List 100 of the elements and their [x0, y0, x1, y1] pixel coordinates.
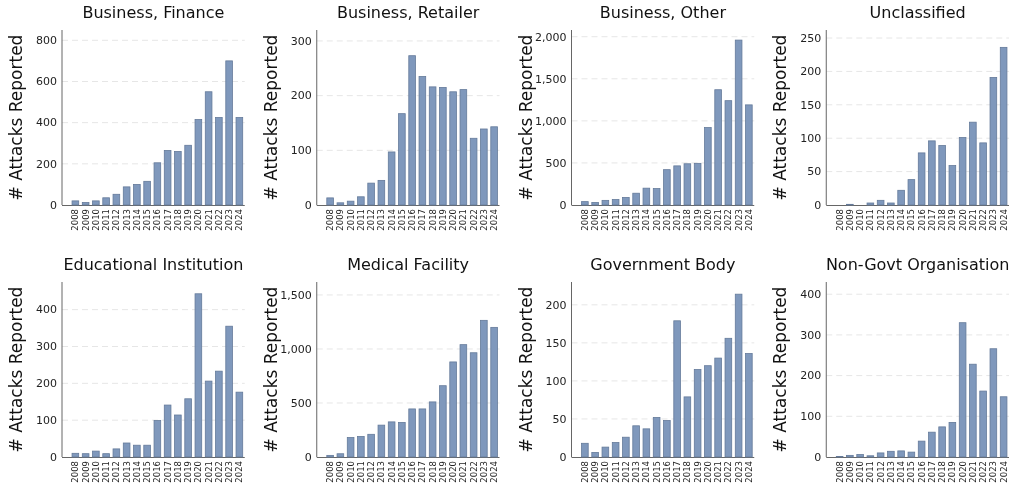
x-tick-label: 2017 [672, 209, 683, 231]
bar [673, 320, 681, 458]
x-tick-label: 2009 [335, 461, 346, 483]
bar [418, 408, 427, 458]
x-tick-label: 2008 [325, 461, 336, 483]
bar [917, 440, 926, 458]
x-tick-label: 2008 [834, 461, 845, 483]
x-tick-label: 2016 [152, 461, 163, 483]
x-tick-label: 2013 [376, 209, 387, 231]
y-tick-label: 300 [36, 340, 57, 354]
y-tick-label: 300 [290, 34, 312, 48]
bar [591, 202, 599, 206]
x-tick-label: 2014 [386, 461, 397, 483]
bar [71, 200, 80, 206]
bar [469, 137, 478, 206]
bar [652, 188, 661, 206]
x-tick-label: 2010 [600, 461, 611, 483]
bar [663, 169, 671, 206]
x-tick-label: 2016 [916, 461, 927, 483]
x-tick-label: 2018 [682, 461, 693, 483]
x-tick-label: 2016 [661, 209, 672, 231]
bar [591, 452, 599, 458]
x-tick-label: 2021 [967, 461, 978, 483]
y-tick-label: 250 [800, 31, 822, 45]
bar [194, 119, 203, 206]
x-tick-label: 2021 [967, 209, 978, 231]
bar [673, 165, 681, 206]
bar [948, 165, 957, 206]
y-tick-label: 200 [545, 298, 567, 312]
x-tick-label: 2018 [682, 209, 693, 231]
y-tick-label: 500 [545, 156, 567, 170]
bar [714, 89, 722, 206]
bar [71, 452, 80, 458]
y-tick-label: 150 [800, 98, 822, 112]
x-tick-label: 2009 [80, 461, 91, 483]
x-tick-label: 2018 [427, 461, 438, 483]
x-tick-label: 2014 [896, 461, 907, 483]
x-tick-label: 2021 [203, 461, 214, 483]
bar [989, 348, 998, 458]
x-tick-label: 2009 [335, 209, 346, 231]
bar [163, 150, 172, 206]
x-tick-label: 2022 [978, 461, 989, 483]
x-tick-label: 2011 [355, 461, 366, 483]
x-tick-label: 2020 [957, 461, 968, 483]
x-tick-label: 2024 [489, 209, 500, 231]
bar [622, 197, 630, 206]
bar [601, 446, 610, 458]
x-tick-label: 2019 [437, 209, 448, 231]
chart-title: Business, Finance [82, 3, 225, 22]
bar [367, 182, 375, 206]
y-tick-label: 1,500 [535, 72, 567, 86]
x-tick-label: 2015 [906, 209, 917, 231]
bar [724, 100, 733, 206]
x-tick-label: 2012 [366, 461, 377, 483]
x-tick-label: 2016 [407, 209, 418, 231]
bar [163, 404, 172, 458]
x-tick-label: 2023 [224, 461, 235, 483]
x-tick-label: 2020 [957, 209, 968, 231]
y-tick-label: 400 [800, 288, 822, 302]
x-tick-label: 2012 [620, 209, 631, 231]
bar [449, 361, 457, 458]
x-tick-label: 2020 [702, 209, 713, 231]
bar [632, 425, 640, 458]
x-tick-label: 2024 [998, 209, 1009, 231]
chart-title: Educational Institution [63, 255, 244, 274]
bar [979, 142, 987, 206]
y-tick-label: 100 [545, 374, 567, 388]
bar [92, 450, 100, 458]
x-tick-label: 2024 [234, 461, 245, 483]
bar [225, 60, 233, 206]
bar [979, 390, 987, 458]
x-tick-label: 2015 [396, 209, 407, 231]
x-tick-label: 2013 [121, 461, 132, 483]
chart-title: Medical Facility [347, 255, 470, 274]
bar [174, 414, 182, 458]
bar [480, 128, 488, 206]
bar [917, 152, 926, 206]
bar [724, 337, 733, 458]
x-tick-label: 2011 [101, 461, 112, 483]
x-tick-label: 2017 [417, 461, 428, 483]
x-tick-label: 2015 [906, 461, 917, 483]
x-tick-label: 2021 [458, 209, 469, 231]
bar [102, 453, 110, 458]
bar [622, 436, 630, 458]
bar [969, 363, 977, 458]
y-tick-label: 0 [814, 198, 822, 212]
y-tick-label: 0 [304, 198, 312, 212]
y-axis-title: # Attacks Reported [6, 34, 26, 201]
x-tick-label: 2010 [345, 209, 356, 231]
x-tick-label: 2022 [213, 461, 224, 483]
bar [876, 199, 885, 206]
x-tick-label: 2019 [183, 461, 194, 483]
x-tick-label: 2009 [844, 461, 855, 483]
y-axis-title: # Attacks Reported [515, 34, 536, 201]
x-tick-label: 2008 [834, 209, 845, 231]
x-tick-label: 2010 [855, 209, 866, 231]
bar [714, 357, 722, 458]
bar [112, 448, 121, 458]
bar [377, 424, 386, 458]
bar [958, 322, 967, 458]
